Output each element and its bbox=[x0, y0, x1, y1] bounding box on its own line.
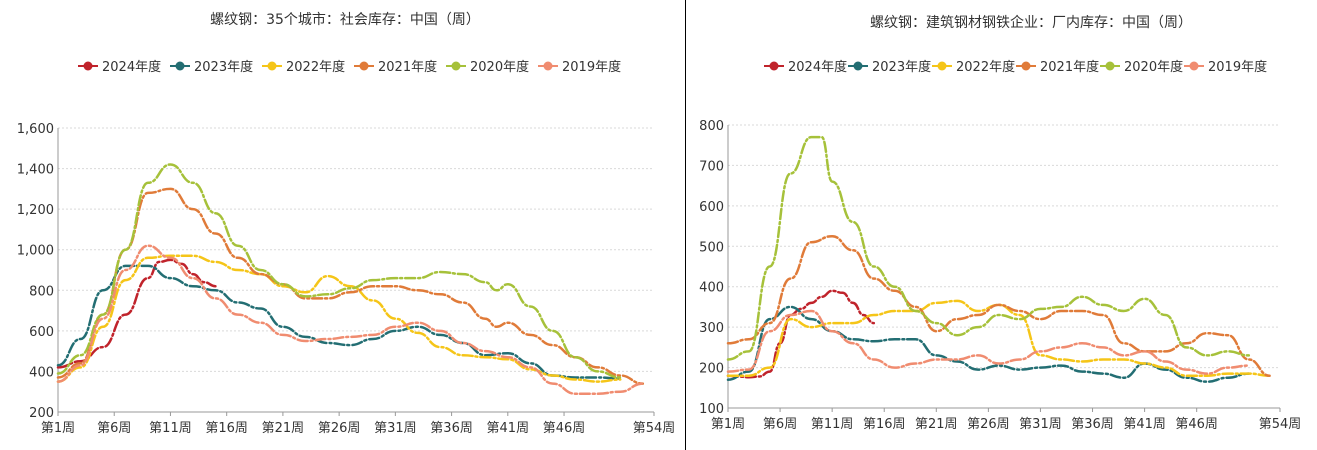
x-tick-label: 第54周 bbox=[633, 421, 676, 436]
series-line-2022年度 bbox=[56, 254, 622, 383]
series-line-2020年度 bbox=[56, 163, 622, 379]
series-line-2023年度 bbox=[726, 305, 1251, 383]
x-tick-label: 第41周 bbox=[1123, 417, 1166, 432]
legend-label: 2020年度 bbox=[1124, 59, 1183, 75]
y-tick-label: 300 bbox=[699, 321, 724, 336]
legend-swatch-marker bbox=[543, 61, 553, 71]
legend-label: 2020年度 bbox=[470, 59, 529, 75]
y-tick-label: 200 bbox=[699, 362, 724, 377]
y-tick-label: 800 bbox=[699, 119, 724, 134]
y-tick-label: 800 bbox=[29, 284, 54, 299]
chart-right: 螺纹钢：建筑钢材钢铁企业：厂内库存：中国（周） 2024年度 2023年度 2022年… bbox=[699, 14, 1302, 432]
legend-swatch-marker bbox=[267, 61, 277, 71]
legend-swatch-marker bbox=[1021, 61, 1031, 71]
y-tick-label: 1,200 bbox=[17, 203, 54, 218]
x-tick-label: 第11周 bbox=[811, 417, 854, 432]
legend-swatch-marker bbox=[1189, 61, 1199, 71]
y-tick-label: 600 bbox=[29, 325, 54, 340]
x-tick-label: 第26周 bbox=[318, 421, 361, 436]
x-tick-label: 第6周 bbox=[97, 421, 131, 436]
legend-label: 2021年度 bbox=[1040, 59, 1099, 75]
legend-label: 2019年度 bbox=[1208, 59, 1267, 75]
legend-label: 2024年度 bbox=[102, 59, 161, 75]
legend-label: 2022年度 bbox=[286, 59, 345, 75]
legend-item[interactable]: 2022年度 bbox=[262, 59, 345, 75]
x-tick-label: 第31周 bbox=[374, 421, 417, 436]
series-line-2024年度 bbox=[726, 289, 876, 379]
chart-title: 螺纹钢：建筑钢材钢铁企业：厂内库存：中国（周） bbox=[870, 14, 1192, 31]
legend-label: 2023年度 bbox=[194, 59, 253, 75]
y-tick-label: 500 bbox=[699, 240, 724, 255]
x-tick-label: 第21周 bbox=[915, 417, 958, 432]
legend-swatch-marker bbox=[853, 61, 863, 71]
legend-swatch-marker bbox=[1105, 61, 1115, 71]
legend-label: 2024年度 bbox=[788, 59, 847, 75]
y-tick-label: 200 bbox=[29, 406, 54, 421]
x-tick-label: 第16周 bbox=[863, 417, 906, 432]
legend-item[interactable]: 2019年度 bbox=[538, 59, 621, 75]
legend-swatch-marker bbox=[769, 61, 779, 71]
series-line-2021年度 bbox=[726, 234, 1271, 377]
legend-label: 2022年度 bbox=[956, 59, 1015, 75]
x-tick-label: 第54周 bbox=[1259, 417, 1302, 432]
legend-label: 2021年度 bbox=[378, 59, 437, 75]
panel-divider bbox=[685, 0, 686, 450]
chart-title: 螺纹钢：35个城市：社会库存：中国（周） bbox=[210, 11, 480, 28]
y-tick-label: 1,600 bbox=[17, 122, 54, 137]
series-line-2020年度 bbox=[726, 135, 1251, 361]
legend-item[interactable]: 2021年度 bbox=[354, 59, 437, 75]
legend-item[interactable]: 2021年度 bbox=[1016, 59, 1099, 75]
series-line-2023年度 bbox=[56, 264, 622, 380]
legend-item[interactable]: 2022年度 bbox=[932, 59, 1015, 75]
legend-item[interactable]: 2020年度 bbox=[1100, 59, 1183, 75]
legend-swatch-marker bbox=[359, 61, 369, 71]
x-tick-label: 第46周 bbox=[1175, 417, 1218, 432]
y-tick-label: 1,400 bbox=[17, 163, 54, 178]
x-tick-label: 第16周 bbox=[205, 421, 248, 436]
x-tick-label: 第31周 bbox=[1019, 417, 1062, 432]
series-line-2019年度 bbox=[726, 309, 1251, 375]
x-tick-label: 第1周 bbox=[41, 421, 75, 436]
series-line-2024年度 bbox=[56, 258, 217, 369]
chart-left: 螺纹钢：35个城市：社会库存：中国（周） 2024年度 2023年度 2022年度 20… bbox=[17, 11, 676, 436]
legend-item[interactable]: 2020年度 bbox=[446, 59, 529, 75]
y-tick-label: 400 bbox=[699, 281, 724, 296]
x-tick-label: 第36周 bbox=[1071, 417, 1114, 432]
legend-label: 2023年度 bbox=[872, 59, 931, 75]
x-tick-label: 第36周 bbox=[430, 421, 473, 436]
legend-swatch-marker bbox=[937, 61, 947, 71]
y-tick-label: 700 bbox=[699, 159, 724, 174]
legend-item[interactable]: 2024年度 bbox=[764, 59, 847, 75]
x-tick-label: 第6周 bbox=[763, 417, 797, 432]
series-line-2021年度 bbox=[56, 187, 645, 385]
x-tick-label: 第11周 bbox=[149, 421, 192, 436]
x-tick-label: 第46周 bbox=[543, 421, 586, 436]
x-tick-label: 第1周 bbox=[711, 417, 745, 432]
legend-label: 2019年度 bbox=[562, 59, 621, 75]
legend-item[interactable]: 2024年度 bbox=[78, 59, 161, 75]
legend-item[interactable]: 2023年度 bbox=[848, 59, 931, 75]
y-tick-label: 600 bbox=[699, 200, 724, 215]
x-tick-label: 第41周 bbox=[487, 421, 530, 436]
legend-swatch-marker bbox=[83, 61, 93, 71]
x-tick-label: 第26周 bbox=[967, 417, 1010, 432]
y-tick-label: 1,000 bbox=[17, 244, 54, 259]
series-line-2019年度 bbox=[56, 244, 645, 395]
legend-swatch-marker bbox=[175, 61, 185, 71]
legend-item[interactable]: 2019年度 bbox=[1184, 59, 1267, 75]
y-tick-label: 100 bbox=[699, 402, 724, 417]
x-tick-label: 第21周 bbox=[262, 421, 305, 436]
legend-swatch-marker bbox=[451, 61, 461, 71]
legend-item[interactable]: 2023年度 bbox=[170, 59, 253, 75]
y-tick-label: 400 bbox=[29, 365, 54, 380]
